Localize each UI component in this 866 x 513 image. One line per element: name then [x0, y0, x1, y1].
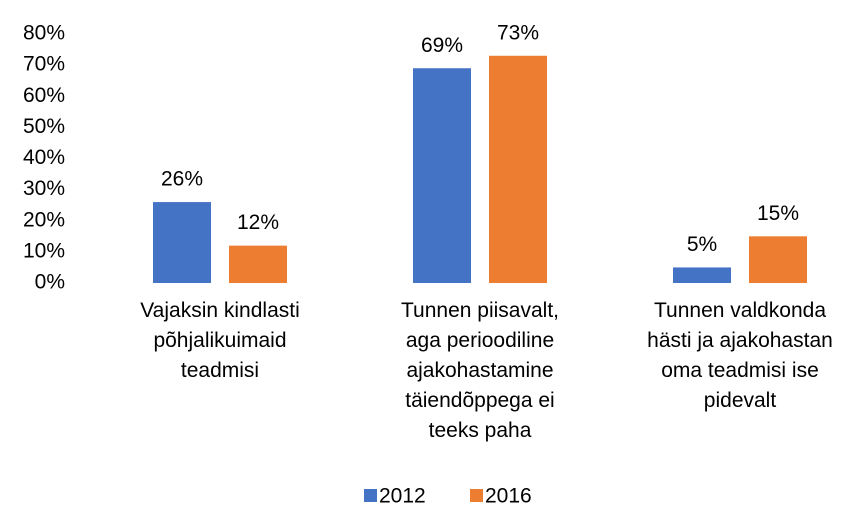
x-tick-label: Tunnen valdkonda hästi ja ajakohastan om… — [647, 299, 833, 412]
y-tick-label: 50% — [23, 115, 65, 138]
legend-swatch — [470, 489, 483, 502]
bar — [153, 202, 211, 283]
bar — [749, 236, 807, 283]
data-label: 15% — [757, 202, 799, 225]
legend-label: 2012 — [379, 485, 426, 508]
y-tick-label: 30% — [23, 177, 65, 200]
bar — [673, 267, 731, 283]
y-tick-label: 10% — [23, 239, 65, 262]
data-label: 12% — [237, 211, 279, 234]
x-tick-label: Vajaksin kindlasti põhjalikuimaid teadmi… — [140, 299, 300, 382]
y-tick-label: 70% — [23, 53, 65, 76]
x-tick-label: Tunnen piisavalt, aga perioodiline ajako… — [401, 299, 559, 442]
y-tick-label: 20% — [23, 208, 65, 231]
y-tick-label: 0% — [35, 271, 65, 294]
data-label: 73% — [497, 21, 539, 44]
y-tick-label: 60% — [23, 84, 65, 107]
bar — [229, 245, 287, 283]
data-label: 5% — [687, 233, 717, 256]
legend-label: 2016 — [485, 485, 532, 508]
y-tick-label: 80% — [23, 22, 65, 45]
data-label: 26% — [161, 168, 203, 191]
data-label: 69% — [421, 34, 463, 57]
y-tick-label: 40% — [23, 146, 65, 169]
bar — [413, 68, 471, 283]
bar — [489, 55, 547, 283]
legend-swatch — [364, 489, 377, 502]
